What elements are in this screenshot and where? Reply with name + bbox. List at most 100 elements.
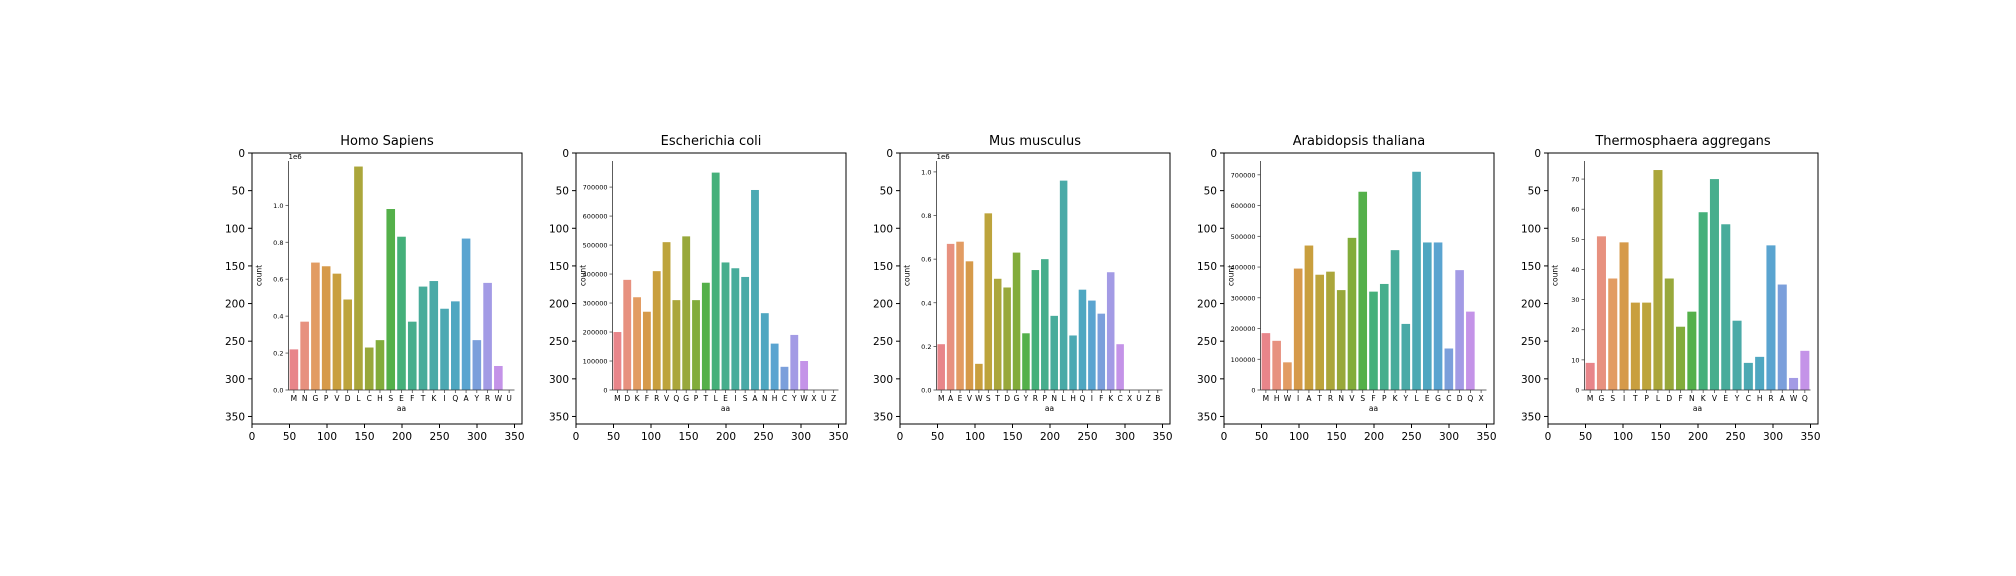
bar [770,343,779,390]
outer-x-tick-label: 250 [1725,431,1745,443]
chart-panel: Mus musculus 0 50 100 150 200 250 300 350 0 50 100 1… [873,134,1173,443]
y-tick-label: 20 [1571,326,1579,334]
x-tick-label: L [1656,394,1661,403]
y-tick-label: 300000 [1231,294,1256,302]
bar [1596,236,1606,390]
y-tick-label: 300000 [583,300,608,308]
outer-y-tick-label: 350 [549,411,569,423]
bar [332,273,342,390]
bar [311,262,320,390]
bar [1336,290,1346,390]
x-tick-label: C [1446,394,1451,403]
x-tick-label: Q [673,394,679,403]
y-tick-label: 0.0 [273,387,283,395]
x-tick-label: V [1712,394,1718,403]
x-tick-label: T [1632,394,1638,403]
outer-x-tick-label: 0 [897,431,904,443]
bar [1059,180,1068,390]
bar [1721,224,1731,390]
bar [451,301,460,390]
chart-title: Escherichia coli [661,134,762,149]
bar [613,332,622,390]
x-tick-label: L [1062,394,1067,403]
outer-y-tick-label: 350 [225,411,245,423]
y-tick-label: 200000 [583,329,608,337]
x-tick-label: R [485,394,490,403]
x-tick-label: Y [474,394,480,403]
outer-y-tick-label: 150 [1197,261,1217,273]
x-tick-label: L [1414,394,1419,403]
outer-y-tick-label: 100 [873,223,893,235]
bar [375,340,385,390]
outer-y-tick-label: 250 [1197,336,1217,348]
x-tick-label: X [1127,394,1132,403]
x-tick-label: Q [1080,394,1086,403]
outer-x-tick-label: 0 [1221,431,1228,443]
x-tick-label: H [1070,394,1076,403]
x-tick-label: D [1457,394,1463,403]
outer-x-tick-label: 200 [716,431,736,443]
x-tick-label: S [743,394,748,403]
bar [1261,333,1271,390]
bar [1031,270,1040,390]
bar [1642,302,1652,390]
outer-y-tick-label: 0 [1210,148,1217,160]
outer-x-tick-label: 100 [965,431,985,443]
outer-x-tick-label: 350 [1476,431,1496,443]
x-tick-label: K [1701,394,1707,403]
bar [1687,311,1697,390]
chart-panel: Homo Sapiens 0 50 100 150 200 250 300 350 0 50 100 1… [225,134,525,443]
outer-y-tick-label: 150 [1521,261,1541,273]
y-tick-label: 700000 [583,184,608,192]
chart-title: Thermosphaera aggregans [1594,134,1771,149]
x-tick-label: R [1328,394,1333,403]
outer-x-tick-label: 350 [1152,431,1172,443]
bar [1800,350,1810,390]
y-axis-label: count [1551,265,1560,286]
x-tick-label: A [1780,394,1786,403]
x-tick-label: G [1599,394,1605,403]
x-tick-label: N [1051,394,1057,403]
y-tick-label: 0 [1575,387,1579,395]
bar [965,261,974,390]
outer-y-tick-label: 100 [1521,223,1541,235]
bar [956,241,964,390]
x-tick-label: W [1284,394,1292,403]
outer-x-tick-label: 50 [607,431,620,443]
outer-x-tick-label: 350 [828,431,848,443]
x-tick-label: M [614,394,620,403]
bar [623,279,632,390]
y-tick-label: 0.2 [273,350,283,358]
outer-x-tick-label: 50 [1255,431,1268,443]
outer-y-tick-label: 50 [1204,186,1217,198]
x-tick-label: E [1723,394,1728,403]
x-tick-label: Y [791,394,797,403]
bar [682,236,691,390]
bar [1401,323,1411,390]
outer-frame [1547,152,1819,425]
y-tick-label: 500000 [1231,233,1256,241]
x-tick-label: Y [1402,394,1408,403]
outer-y-tick-label: 350 [873,411,893,423]
outer-x-tick-label: 50 [1579,431,1592,443]
outer-y-tick-label: 100 [225,223,245,235]
outer-y-tick-label: 250 [873,336,893,348]
x-tick-label: M [1587,394,1593,403]
x-tick-label: U [506,394,512,403]
bar [1003,287,1011,390]
x-tick-label: I [1297,394,1299,403]
x-tick-label: R [1033,394,1038,403]
x-tick-label: H [772,394,778,403]
x-tick-label: K [635,394,641,403]
bar [1379,283,1389,390]
x-tick-label: P [1382,394,1387,403]
bar [1766,245,1776,390]
y-tick-label: 0.4 [273,313,283,321]
outer-y-tick-label: 0 [1534,148,1541,160]
outer-y-tick-label: 50 [1528,186,1541,198]
x-axis-label: aa [1369,404,1378,413]
outer-frame [1223,152,1495,425]
x-tick-label: K [1108,394,1114,403]
bar [1272,340,1281,390]
y-tick-label: 600000 [1231,202,1256,210]
